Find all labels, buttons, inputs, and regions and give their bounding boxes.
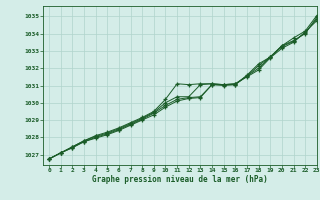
X-axis label: Graphe pression niveau de la mer (hPa): Graphe pression niveau de la mer (hPa) bbox=[92, 175, 268, 184]
